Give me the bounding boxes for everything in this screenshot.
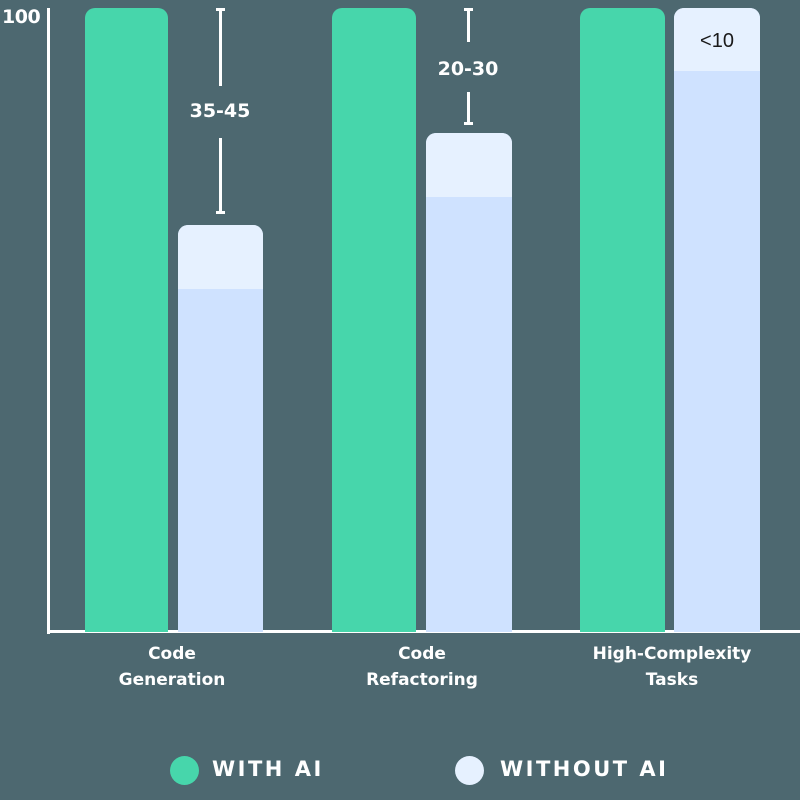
range-label-code-generation: 35-45 bbox=[189, 100, 251, 122]
legend-with-ai-swatch-icon bbox=[170, 756, 199, 785]
bar-with-ai-high-complexity bbox=[580, 8, 665, 632]
legend-without-ai-label: WITHOUT AI bbox=[500, 757, 669, 781]
category-label-line2: Refactoring bbox=[366, 670, 478, 690]
legend-without-ai-swatch-icon bbox=[455, 756, 484, 785]
range-bracket-upper-line bbox=[219, 8, 222, 86]
category-label-line1: High-Complexity bbox=[592, 644, 752, 664]
category-label-high-complexity: High-Complexity Tasks bbox=[572, 641, 772, 693]
range-label-high-complexity: <10 bbox=[700, 30, 734, 52]
bar-without-ai-code-refactoring bbox=[426, 133, 512, 632]
bar-with-ai-code-generation bbox=[85, 8, 168, 632]
range-band bbox=[674, 8, 760, 71]
range-bracket-lower-line bbox=[219, 138, 222, 214]
category-label-line2: Generation bbox=[118, 670, 226, 690]
range-bracket-upper-line bbox=[467, 8, 470, 42]
category-label-code-refactoring: Code Refactoring bbox=[322, 641, 522, 693]
x-axis-line bbox=[47, 630, 800, 633]
legend-with-ai-label: WITH AI bbox=[212, 757, 324, 781]
category-label-line2: Tasks bbox=[645, 670, 699, 690]
range-label-code-refactoring: 20-30 bbox=[437, 58, 499, 80]
bar-without-ai-high-complexity: <10 bbox=[674, 8, 760, 632]
range-band bbox=[426, 133, 512, 197]
category-label-code-generation: Code Generation bbox=[72, 641, 272, 693]
category-label-line1: Code bbox=[398, 644, 446, 664]
y-axis-max-label: 100 bbox=[2, 6, 41, 28]
range-bracket-bottom-cap bbox=[216, 211, 225, 214]
range-bracket-lower-line bbox=[467, 92, 470, 124]
category-label-line1: Code bbox=[148, 644, 196, 664]
y-axis-line bbox=[47, 8, 50, 634]
range-bracket-bottom-cap bbox=[464, 122, 473, 125]
range-band bbox=[178, 225, 263, 289]
bar-with-ai-code-refactoring bbox=[332, 8, 416, 632]
bar-without-ai-code-generation bbox=[178, 225, 263, 632]
